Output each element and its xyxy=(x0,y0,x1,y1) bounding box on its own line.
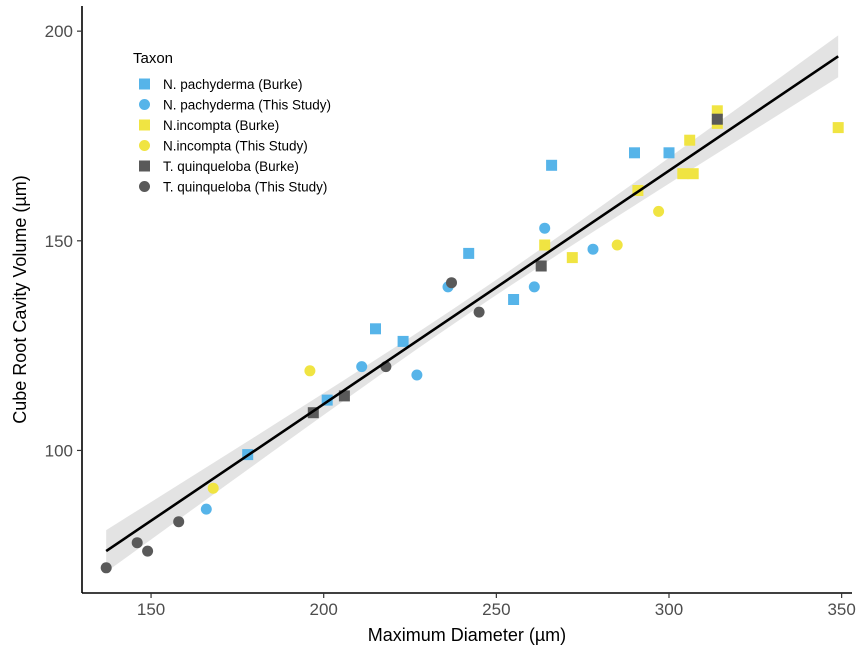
data-point-circle xyxy=(142,545,154,557)
legend-item: N.incompta (This Study) xyxy=(139,139,308,154)
data-point-circle xyxy=(131,537,143,549)
data-point-circle xyxy=(304,365,316,377)
data-point-square xyxy=(307,407,319,419)
data-point-circle xyxy=(446,277,457,289)
x-tick-label: 200 xyxy=(310,600,338,619)
data-point-square xyxy=(663,147,675,159)
data-point-square xyxy=(535,260,547,272)
y-axis-title: Cube Root Cavity Volume (µm) xyxy=(10,175,30,423)
data-point-square xyxy=(370,323,381,335)
y-tick-label: 100 xyxy=(45,441,73,460)
legend: Taxon N. pachyderma (Burke) N. pachyderma … xyxy=(133,50,331,195)
legend-key-circle xyxy=(139,99,150,110)
series-n-incompta-this-study xyxy=(207,205,665,494)
data-point-square xyxy=(338,390,350,402)
data-point-square xyxy=(546,159,558,171)
x-tick-label: 150 xyxy=(137,600,165,619)
legend-key-square xyxy=(139,160,150,172)
legend-item: N. pachyderma (Burke) xyxy=(139,77,303,92)
x-tick-label: 250 xyxy=(482,600,510,619)
series-n-pachyderma-this-study xyxy=(200,222,599,515)
data-point-circle xyxy=(411,369,423,381)
legend-item: N. pachyderma (This Study) xyxy=(139,98,331,113)
data-point-square xyxy=(677,168,689,180)
data-point-square xyxy=(539,239,551,251)
y-tick-label: 200 xyxy=(45,22,73,41)
legend-title: Taxon xyxy=(133,50,173,67)
data-point-circle xyxy=(653,205,665,217)
data-point-circle xyxy=(207,482,219,494)
legend-label: T. quinqueloba (This Study) xyxy=(163,180,327,195)
legend-item: N.incompta (Burke) xyxy=(139,118,279,133)
series-t-quinqueloba-burke xyxy=(307,113,723,419)
y-tick-label: 150 xyxy=(45,232,73,251)
data-point-square xyxy=(321,394,333,406)
data-point-circle xyxy=(473,306,485,318)
legend-label: N. pachyderma (This Study) xyxy=(163,98,331,113)
data-point-square xyxy=(397,335,409,347)
data-point-square xyxy=(508,294,520,305)
x-tick-label: 350 xyxy=(827,600,855,619)
data-point-square xyxy=(629,147,640,159)
data-point-square xyxy=(687,168,699,180)
data-point-circle xyxy=(539,222,551,234)
data-point-square xyxy=(684,134,696,146)
legend-key-square xyxy=(139,78,150,90)
data-point-circle xyxy=(611,239,623,251)
legend-item: T. quinqueloba (This Study) xyxy=(139,180,327,195)
x-axis-title: Maximum Diameter (µm) xyxy=(368,625,566,645)
x-tick-label: 300 xyxy=(655,600,683,619)
data-point-circle xyxy=(200,503,212,515)
data-point-square xyxy=(566,252,578,264)
legend-label: N.incompta (Burke) xyxy=(163,118,279,133)
regression-line xyxy=(105,55,839,553)
data-point-circle xyxy=(356,361,368,373)
data-point-circle xyxy=(100,562,112,574)
legend-label: N.incompta (This Study) xyxy=(163,139,308,154)
data-point-circle xyxy=(528,281,540,293)
data-point-circle xyxy=(173,516,185,528)
legend-item: T. quinqueloba (Burke) xyxy=(139,159,299,174)
data-point-circle xyxy=(587,243,599,255)
legend-key-square xyxy=(139,119,150,131)
series-t-quinqueloba-this-study xyxy=(100,277,485,574)
data-point-square xyxy=(463,247,475,259)
data-point-square xyxy=(711,105,723,117)
legend-key-circle xyxy=(139,140,150,151)
legend-label: N. pachyderma (Burke) xyxy=(163,77,303,92)
data-point-square xyxy=(832,122,844,134)
data-point-square xyxy=(711,113,723,125)
legend-label: T. quinqueloba (Burke) xyxy=(163,159,299,174)
series-n-incompta-burke xyxy=(539,105,844,264)
legend-key-circle xyxy=(139,181,150,192)
